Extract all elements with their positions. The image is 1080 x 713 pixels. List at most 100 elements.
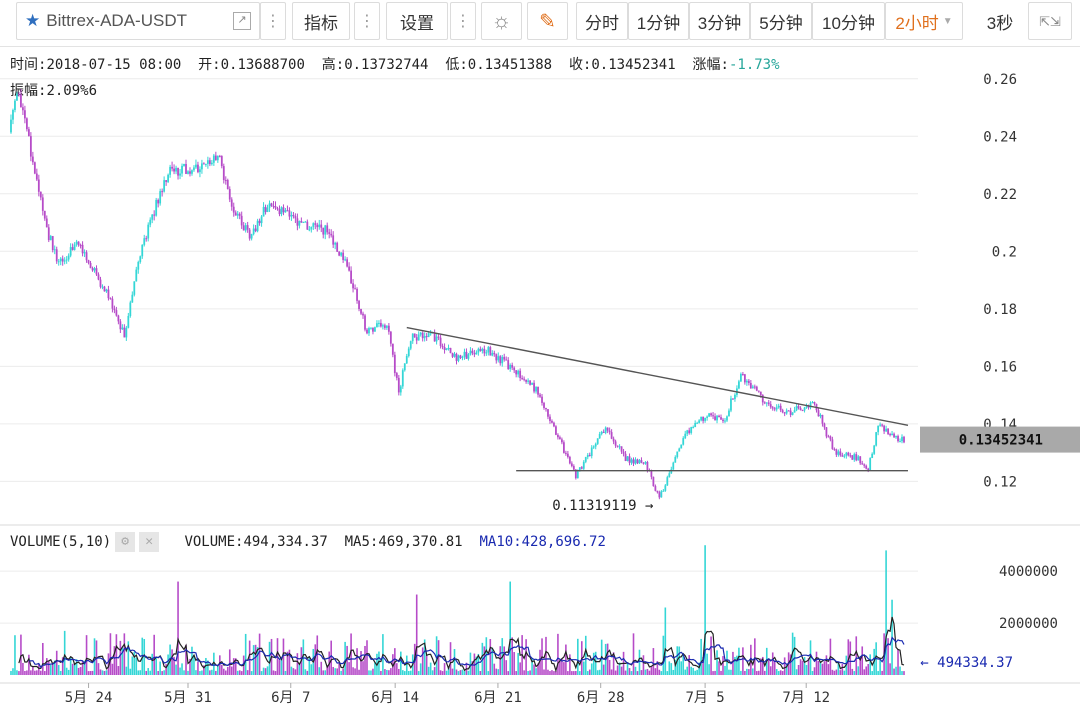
- volume-bar: [632, 633, 635, 675]
- candle-body: [89, 263, 92, 269]
- volume-bar: [779, 670, 782, 675]
- candle-body: [738, 381, 740, 389]
- candle-body: [630, 459, 633, 463]
- symbol-selector[interactable]: ★ Bittrex-ADA-USDT ↗: [16, 2, 260, 40]
- last-price-label: 0.13452341: [959, 433, 1043, 449]
- candle-body: [53, 249, 56, 251]
- volume-bar: [398, 668, 400, 675]
- volume-bar: [513, 652, 515, 675]
- candle-body: [328, 232, 331, 234]
- candle-body: [244, 225, 247, 231]
- candle-body: [153, 214, 156, 216]
- candle-body: [513, 367, 516, 371]
- refresh-rate[interactable]: 3秒: [966, 2, 1034, 40]
- fullscreen-icon[interactable]: ⇱⇲: [1028, 2, 1072, 40]
- volume-bar: [761, 656, 764, 675]
- candle-body: [501, 356, 504, 364]
- volume-bar: [42, 642, 44, 675]
- candle-body: [763, 402, 766, 404]
- candle-body: [741, 373, 744, 375]
- candle-body: [179, 173, 181, 176]
- volume-bar: [489, 639, 492, 675]
- volume-bar: [813, 667, 816, 675]
- candle-body: [491, 352, 494, 356]
- volume-bar: [811, 670, 814, 675]
- volume-bar: [752, 668, 754, 675]
- close-icon[interactable]: ✕: [139, 532, 160, 552]
- indicators-more-icon[interactable]: ⋮: [354, 2, 380, 40]
- gear-icon[interactable]: ⚙: [115, 532, 136, 552]
- external-link-icon[interactable]: ↗: [233, 12, 251, 30]
- volume-bar: [316, 635, 319, 675]
- interval-tab-2[interactable]: 3分钟: [689, 2, 750, 40]
- candle-body: [823, 423, 826, 428]
- theme-sun-icon[interactable]: ☼: [481, 2, 522, 40]
- candle-body: [85, 252, 88, 261]
- interval-tab-4[interactable]: 10分钟: [812, 2, 885, 40]
- candle-body: [332, 235, 335, 245]
- draw-pencil-icon[interactable]: ✎: [527, 2, 568, 40]
- candle-body: [155, 199, 158, 216]
- last-price-tag: [920, 426, 1080, 453]
- candle-body: [831, 439, 834, 449]
- volume-bar: [565, 644, 567, 675]
- settings-button[interactable]: 设置: [386, 2, 448, 40]
- volume-bar: [759, 658, 762, 675]
- volume-bar: [455, 669, 458, 675]
- volume-bar: [407, 671, 410, 675]
- candle-body: [43, 210, 46, 219]
- volume-bar: [207, 660, 209, 675]
- interval-tab-1[interactable]: 1分钟: [628, 2, 689, 40]
- volume-bar: [805, 664, 808, 675]
- candle-body: [541, 396, 543, 403]
- volume-bar: [435, 636, 438, 675]
- volume-bar: [684, 669, 687, 675]
- interval-tab-0[interactable]: 分时: [576, 2, 628, 40]
- volume-bar: [756, 671, 758, 675]
- candle-body: [811, 402, 814, 404]
- volume-bar: [364, 645, 366, 675]
- candle-body: [714, 416, 716, 421]
- candle-body: [726, 416, 728, 421]
- candle-body: [304, 221, 307, 223]
- candle-body: [39, 191, 42, 198]
- candle-body: [133, 281, 136, 295]
- interval-tab-3[interactable]: 5分钟: [750, 2, 812, 40]
- volume-bar: [644, 669, 647, 675]
- volume-bar: [459, 670, 462, 675]
- settings-more-icon[interactable]: ⋮: [450, 2, 476, 40]
- candle-body: [863, 464, 866, 466]
- volume-bar: [125, 666, 128, 675]
- candle-body: [636, 459, 639, 464]
- favorite-star-icon[interactable]: ★: [25, 11, 41, 30]
- candle-body: [690, 427, 693, 433]
- candle-body: [95, 268, 98, 275]
- candle-body: [385, 325, 388, 328]
- candle-body: [658, 492, 661, 498]
- candle-body: [435, 336, 438, 342]
- volume-bar: [483, 646, 486, 675]
- candle-body: [107, 289, 110, 299]
- volume-bar: [797, 665, 800, 675]
- volume-bar: [777, 671, 780, 675]
- candle-body: [652, 476, 655, 487]
- indicators-button[interactable]: 指标: [292, 2, 350, 40]
- volume-bar: [177, 581, 179, 675]
- symbol-more-icon[interactable]: ⋮: [260, 2, 286, 40]
- volume-bar: [179, 667, 181, 675]
- volume-bar: [754, 638, 756, 675]
- volume-bar: [654, 668, 657, 675]
- volume-bar: [425, 655, 428, 675]
- candle-body: [686, 430, 689, 434]
- volume-bar: [559, 659, 561, 675]
- interval-dropdown[interactable]: 2小时 ▼: [885, 2, 963, 40]
- candle-body: [596, 438, 599, 444]
- candle-body: [254, 228, 257, 232]
- volume-bar: [141, 637, 144, 675]
- candle-body: [761, 394, 764, 403]
- volume-bar: [344, 641, 346, 675]
- volume-bar: [720, 670, 722, 675]
- candle-body: [334, 242, 337, 245]
- candle-body: [891, 433, 893, 436]
